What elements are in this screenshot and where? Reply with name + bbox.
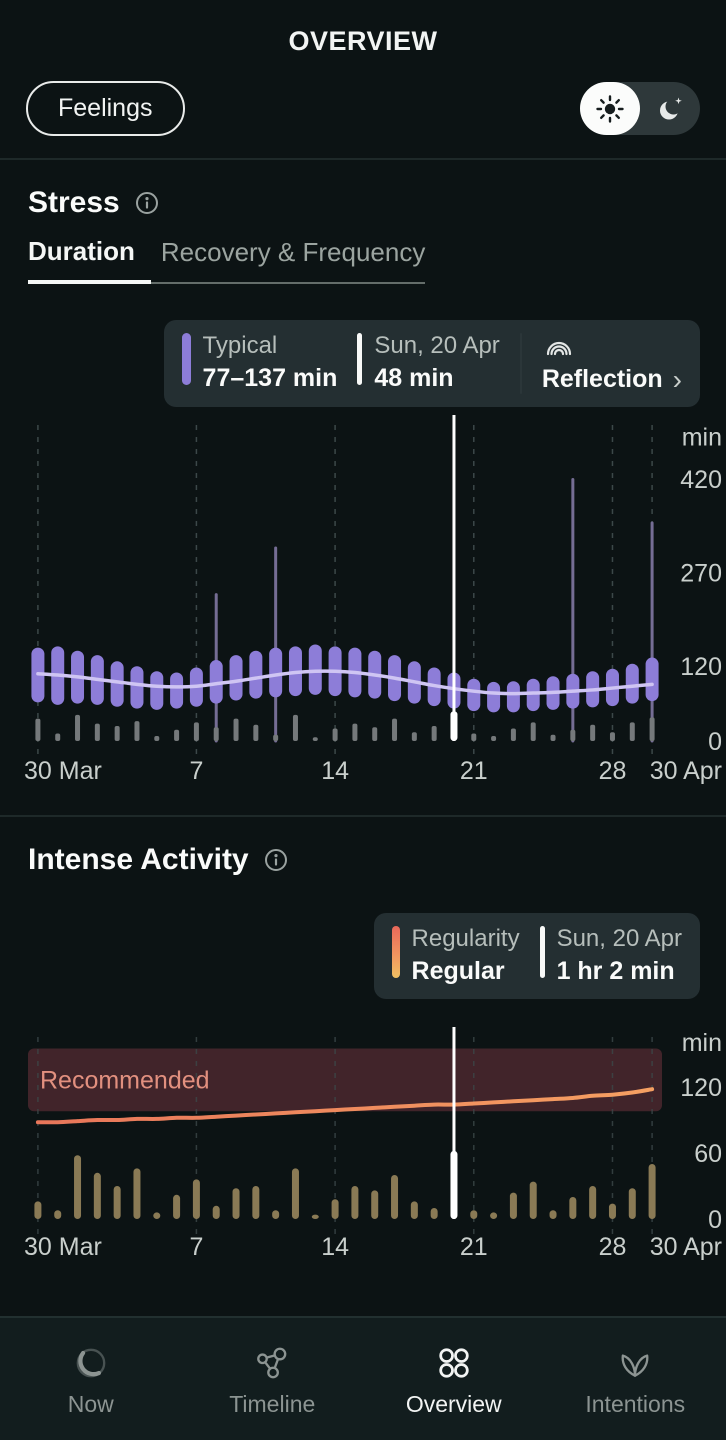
spiral-icon xyxy=(546,341,571,356)
svg-text:30 Mar: 30 Mar xyxy=(24,1233,102,1261)
tab-duration[interactable]: Duration xyxy=(28,236,151,284)
svg-text:14: 14 xyxy=(321,1233,349,1261)
nav-item-timeline[interactable]: Timeline xyxy=(182,1340,364,1418)
stress-tabs: Duration Recovery & Frequency xyxy=(0,236,726,284)
tooltip-separator xyxy=(519,333,522,394)
intense-activity-title: Intense Activity xyxy=(28,843,249,876)
svg-text:28: 28 xyxy=(599,1233,627,1261)
selected-day-group: Sun, 20 Apr 1 hr 2 min xyxy=(539,925,682,986)
selected-day-group: Sun, 20 Apr 48 min xyxy=(357,332,500,394)
selected-date-value: 48 min xyxy=(374,364,454,393)
moon-icon xyxy=(660,97,682,119)
selected-date-label: Sun, 20 Apr xyxy=(374,332,500,359)
light-mode-button[interactable] xyxy=(580,82,640,135)
selected-day-marker-icon xyxy=(357,333,363,385)
chevron-right-icon: › xyxy=(672,363,682,395)
reflection-label: Reflection xyxy=(541,365,663,393)
overview-grid-icon xyxy=(439,1348,469,1378)
svg-text:min: min xyxy=(682,423,722,451)
svg-text:7: 7 xyxy=(189,1233,203,1261)
svg-text:Recommended: Recommended xyxy=(40,1067,210,1095)
typical-value: 77–137 min xyxy=(202,364,338,393)
selected-date-value: 1 hr 2 min xyxy=(556,957,675,986)
svg-text:420: 420 xyxy=(680,466,722,494)
timeline-molecule-icon xyxy=(257,1347,287,1379)
svg-text:0: 0 xyxy=(708,728,722,756)
stress-title: Stress xyxy=(28,186,120,219)
dark-mode-button[interactable] xyxy=(640,82,700,135)
intense-activity-chart[interactable]: Recommended min 0 60 120 30 Mar 7 14 21 28 30 Apr xyxy=(0,1023,726,1263)
svg-text:21: 21 xyxy=(460,757,488,785)
regularity-group: Regularity Regular xyxy=(391,925,520,986)
bottom-nav: Now Timeline Ove xyxy=(0,1316,726,1440)
nav-item-intentions[interactable]: Intentions xyxy=(545,1340,726,1418)
activity-tooltip-card: Regularity Regular Sun, 20 Apr 1 hr 2 mi… xyxy=(373,913,700,1000)
typical-label: Typical xyxy=(202,332,278,359)
sun-icon xyxy=(596,94,624,123)
typical-range-bar-icon xyxy=(181,333,191,385)
section-divider xyxy=(0,158,726,160)
selected-day-marker-icon xyxy=(539,926,545,978)
stress-section: Stress Duration Recovery & Frequency Typ… xyxy=(0,160,726,791)
section-divider xyxy=(0,815,726,817)
stress-duration-chart[interactable]: min 0 120 270 420 30 Mar 7 14 21 28 30 Apr xyxy=(0,411,726,791)
regularity-value: Regular xyxy=(411,957,505,986)
regularity-label: Regularity xyxy=(411,925,520,952)
svg-text:60: 60 xyxy=(694,1140,722,1168)
svg-text:21: 21 xyxy=(460,1233,488,1261)
theme-toggle[interactable] xyxy=(580,82,700,135)
svg-text:7: 7 xyxy=(189,757,203,785)
svg-text:min: min xyxy=(682,1029,722,1057)
svg-text:30 Apr: 30 Apr xyxy=(650,1233,722,1261)
tab-recovery-frequency[interactable]: Recovery & Frequency xyxy=(150,236,426,284)
typical-range-group: Typical 77–137 min xyxy=(181,332,338,394)
controls-row: Feelings xyxy=(0,81,726,136)
svg-text:30 Mar: 30 Mar xyxy=(24,757,102,785)
regularity-gradient-bar-icon xyxy=(391,926,400,978)
intense-activity-section: Intense Activity Regularity Regular Sun,… xyxy=(0,817,726,1263)
nav-item-now[interactable]: Now xyxy=(0,1340,182,1418)
nav-item-overview[interactable]: Overview xyxy=(363,1340,545,1418)
svg-text:0: 0 xyxy=(708,1206,722,1234)
feelings-button[interactable]: Feelings xyxy=(26,81,185,136)
svg-text:28: 28 xyxy=(599,757,627,785)
page-title: OVERVIEW xyxy=(288,26,438,56)
svg-text:270: 270 xyxy=(680,560,722,588)
svg-text:120: 120 xyxy=(680,653,722,681)
svg-text:14: 14 xyxy=(321,757,349,785)
intentions-leaf-icon xyxy=(621,1354,649,1377)
now-ring-icon xyxy=(76,1348,106,1378)
svg-text:30 Apr: 30 Apr xyxy=(650,757,722,785)
info-icon[interactable] xyxy=(263,847,289,873)
stress-tooltip-card: Typical 77–137 min Sun, 20 Apr 48 min xyxy=(163,320,700,407)
info-icon[interactable] xyxy=(134,190,160,216)
selected-date-label: Sun, 20 Apr xyxy=(556,925,682,952)
svg-text:120: 120 xyxy=(680,1074,722,1102)
reflection-link[interactable]: Reflection › xyxy=(542,333,682,394)
